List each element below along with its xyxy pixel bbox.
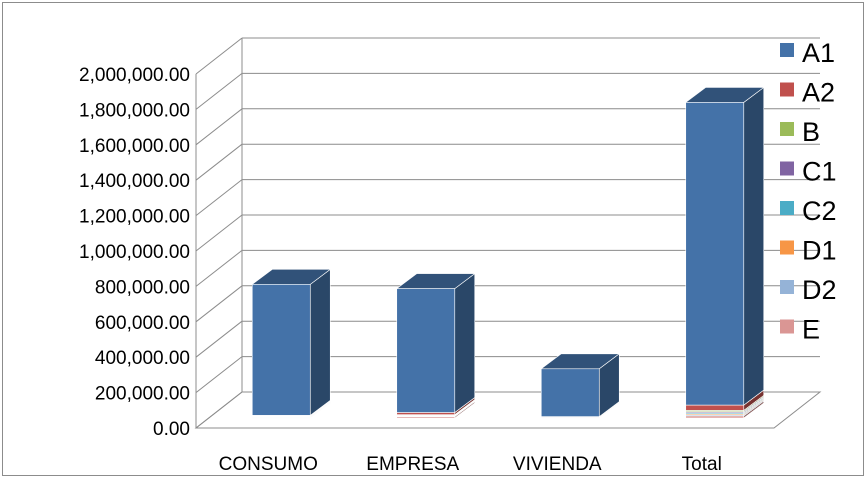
- legend-label: C1: [802, 157, 837, 187]
- bar-segment: [540, 368, 600, 417]
- legend-label: C2: [802, 196, 837, 226]
- y-tick-label: 2,000,000.00: [79, 65, 190, 86]
- y-tick-label: 0.00: [153, 419, 190, 440]
- legend-label: E: [802, 315, 820, 345]
- gridline-depth: [195, 320, 243, 358]
- y-tick-label: 1,000,000.00: [79, 242, 190, 263]
- bar-segment: [685, 102, 745, 406]
- bar-segment: [685, 415, 745, 419]
- legend-swatch: [780, 161, 794, 176]
- gridline-depth: [195, 37, 243, 75]
- legend-swatch: [780, 201, 794, 215]
- legend-swatch: [780, 122, 794, 136]
- bar-side: [454, 273, 476, 414]
- legend-label: A2: [802, 78, 835, 108]
- bar-segment: [685, 404, 745, 411]
- y-tick-label: 1,200,000.00: [79, 207, 190, 228]
- legend-swatch: [780, 280, 794, 294]
- bar-side: [309, 268, 331, 416]
- bar-segment: [396, 412, 456, 415]
- gridline-depth: [195, 108, 243, 146]
- y-tick-label: 400,000.00: [95, 348, 190, 369]
- gridline-depth: [195, 214, 243, 252]
- x-tick-label: EMPRESA: [366, 454, 459, 475]
- gridline-depth: [195, 285, 243, 323]
- y-tick-label: 1,600,000.00: [79, 136, 190, 157]
- gridline-depth: [195, 73, 243, 110]
- gridline-depth: [195, 250, 243, 287]
- y-tick-label: 800,000.00: [95, 277, 190, 298]
- bar-side: [743, 86, 765, 406]
- y-tick-label: 1,800,000.00: [79, 100, 190, 121]
- x-tick-label: VIVIENDA: [513, 454, 602, 475]
- legend-swatch: [780, 82, 794, 97]
- gridline-depth: [195, 179, 243, 216]
- legend-label: D2: [802, 275, 837, 305]
- gridline-depth: [195, 143, 243, 181]
- bar-segment: [251, 284, 311, 416]
- legend-swatch: [780, 43, 794, 57]
- legend-label: D1: [802, 236, 837, 266]
- x-tick-label: Total: [682, 454, 722, 475]
- gridline-depth: [195, 356, 243, 393]
- x-tick-label: CONSUMO: [219, 454, 318, 475]
- legend-label: A1: [802, 38, 835, 68]
- y-tick-label: 200,000.00: [95, 384, 190, 405]
- y-tick-label: 600,000.00: [95, 313, 190, 334]
- bar-segment: [396, 288, 456, 413]
- y-tick-label: 1,400,000.00: [79, 171, 190, 192]
- legend-label: B: [802, 117, 820, 147]
- legend-swatch: [780, 240, 794, 255]
- legend-swatch: [780, 319, 794, 334]
